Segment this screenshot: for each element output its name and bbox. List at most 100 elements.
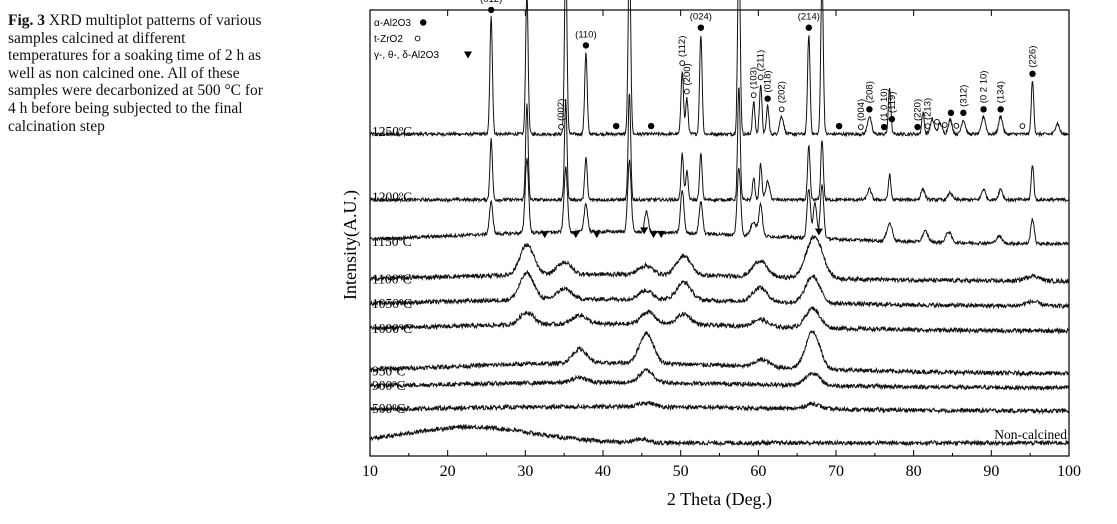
xrd-trace-line: [369, 0, 1070, 138]
xrd-trace-line: [369, 234, 1070, 285]
zirconia-marker: [684, 88, 690, 95]
peak-label: (002): [556, 99, 567, 121]
zirconia-marker: [778, 106, 785, 113]
series-label: 900ºC: [372, 378, 405, 393]
peak-label: (202): [777, 81, 788, 103]
series-label: Non-calcined: [994, 427, 1067, 442]
peak-annotations: (012)(101)(002)(104)(110)(113)(112)(200)…: [480, 0, 1038, 239]
x-tick-label: 40: [595, 463, 611, 480]
peak-label: (119): [887, 92, 898, 113]
series-label: 950ºC: [372, 364, 405, 379]
transition-alumina-marker: [540, 231, 549, 239]
series-label: 500ºC: [372, 401, 405, 416]
peak-label: (312): [958, 85, 969, 107]
zirconia-marker: [934, 118, 940, 125]
alpha-alumina-marker: [888, 115, 896, 123]
alpha-alumina-marker: [420, 19, 427, 26]
peak-label: (214): [798, 12, 820, 23]
alpha-alumina-marker: [805, 24, 813, 31]
x-tick-label: 50: [673, 463, 689, 480]
series-label: 1150ºC: [372, 234, 412, 249]
peak-label: (220): [913, 99, 924, 121]
axes: 10 20 30 40 50 60 70 80 90 100 2 Theta (Deg.) Inten…: [340, 10, 1081, 510]
y-axis-label: Intensity(A.U.): [340, 190, 361, 300]
peak-label: (004): [856, 99, 867, 121]
legend-entry-label: t-ZrO2: [374, 34, 403, 45]
xrd-trace-line: [369, 157, 1070, 247]
series-label: 1000ºC: [372, 321, 412, 336]
zirconia-marker: [558, 124, 564, 130]
peak-label: (012): [480, 0, 502, 5]
xrd-trace-line: [369, 367, 1070, 392]
xrd-trace-line: [369, 400, 1070, 415]
figure-label: Fig. 3: [8, 12, 46, 29]
x-tick-label: 90: [983, 463, 999, 480]
transition-alumina-marker: [657, 231, 666, 239]
zirconia-marker: [941, 122, 948, 128]
zirconia-marker: [757, 74, 764, 81]
peak-label: (112): [677, 36, 688, 57]
peak-label: (208): [864, 81, 875, 103]
legend-entry-label: α-Al2O3: [374, 18, 411, 29]
peak-label: (103): [749, 67, 760, 89]
transition-alumina-marker: [592, 231, 601, 239]
zirconia-marker: [750, 92, 757, 98]
zirconia-marker: [679, 60, 686, 66]
zirconia-marker: [924, 123, 931, 129]
alpha-alumina-marker: [880, 123, 888, 131]
x-tick-label: 100: [1057, 463, 1081, 480]
figure-caption: Fig. 3 XRD multiplot patterns of various…: [8, 12, 266, 135]
x-tick-label: 80: [906, 463, 922, 480]
alpha-alumina-marker: [960, 109, 967, 117]
alpha-alumina-marker: [997, 106, 1004, 113]
x-tick-label: 20: [440, 463, 456, 480]
x-tick-label: 30: [517, 463, 533, 480]
alpha-alumina-marker: [697, 24, 705, 31]
transition-alumina-marker: [571, 231, 580, 239]
xrd-trace-line: [369, 306, 1070, 335]
alpha-alumina-marker: [866, 106, 873, 113]
series-label: 1200ºC: [372, 190, 412, 205]
peak-label: (0 2 10): [979, 71, 990, 104]
x-tick-label: 10: [362, 463, 378, 480]
zirconia-marker: [1019, 123, 1026, 129]
alpha-alumina-marker: [613, 122, 620, 130]
caption-text: XRD multiplot patterns of various sample…: [8, 12, 263, 135]
alpha-alumina-marker: [764, 95, 771, 102]
xrd-traces: 1250ºC 1200ºC 1150ºC 1100ºC 1050ºC 1000ºC 950º…: [369, 0, 1070, 447]
legend: α-Al2O3 t-ZrO2 γ-, θ-, δ-Al2O3: [374, 18, 472, 61]
transition-alumina-marker: [814, 228, 823, 236]
series-label: 1050ºC: [372, 296, 412, 311]
transition-alumina-marker: [649, 231, 658, 239]
peak-label: (226): [1027, 46, 1038, 68]
series-label: 1100ºC: [372, 271, 412, 286]
series-label: 1250ºC: [372, 124, 412, 139]
peak-label: (018): [763, 70, 774, 92]
xrd-trace-line: [369, 269, 1070, 310]
peak-label: (211): [756, 50, 767, 71]
xrd-trace-line: [369, 423, 1070, 447]
transition-alumina-marker: [464, 51, 472, 59]
alpha-alumina-marker: [835, 122, 843, 130]
alpha-alumina-marker: [582, 42, 590, 49]
alpha-alumina-marker: [1029, 70, 1036, 78]
x-tick-label: 70: [828, 463, 844, 480]
peak-label: (024): [690, 12, 712, 23]
legend-entry-label: γ-, θ-, δ-Al2O3: [374, 50, 439, 61]
peak-label: (1 0 10): [879, 88, 890, 121]
peak-label: (110): [575, 29, 596, 40]
zirconia-marker: [858, 124, 864, 130]
zirconia-marker: [953, 123, 960, 129]
xrd-trace-line: [369, 329, 1070, 378]
alpha-alumina-marker: [487, 6, 495, 14]
x-axis-label: 2 Theta (Deg.): [667, 489, 772, 510]
peak-label: (200): [682, 63, 693, 85]
alpha-alumina-marker: [914, 123, 921, 131]
x-tick-label: 60: [750, 463, 766, 480]
alpha-alumina-marker: [980, 106, 987, 113]
alpha-alumina-marker: [647, 122, 655, 130]
alpha-alumina-marker: [947, 109, 955, 117]
zirconia-marker: [414, 35, 421, 42]
peak-label: (213): [923, 98, 934, 120]
